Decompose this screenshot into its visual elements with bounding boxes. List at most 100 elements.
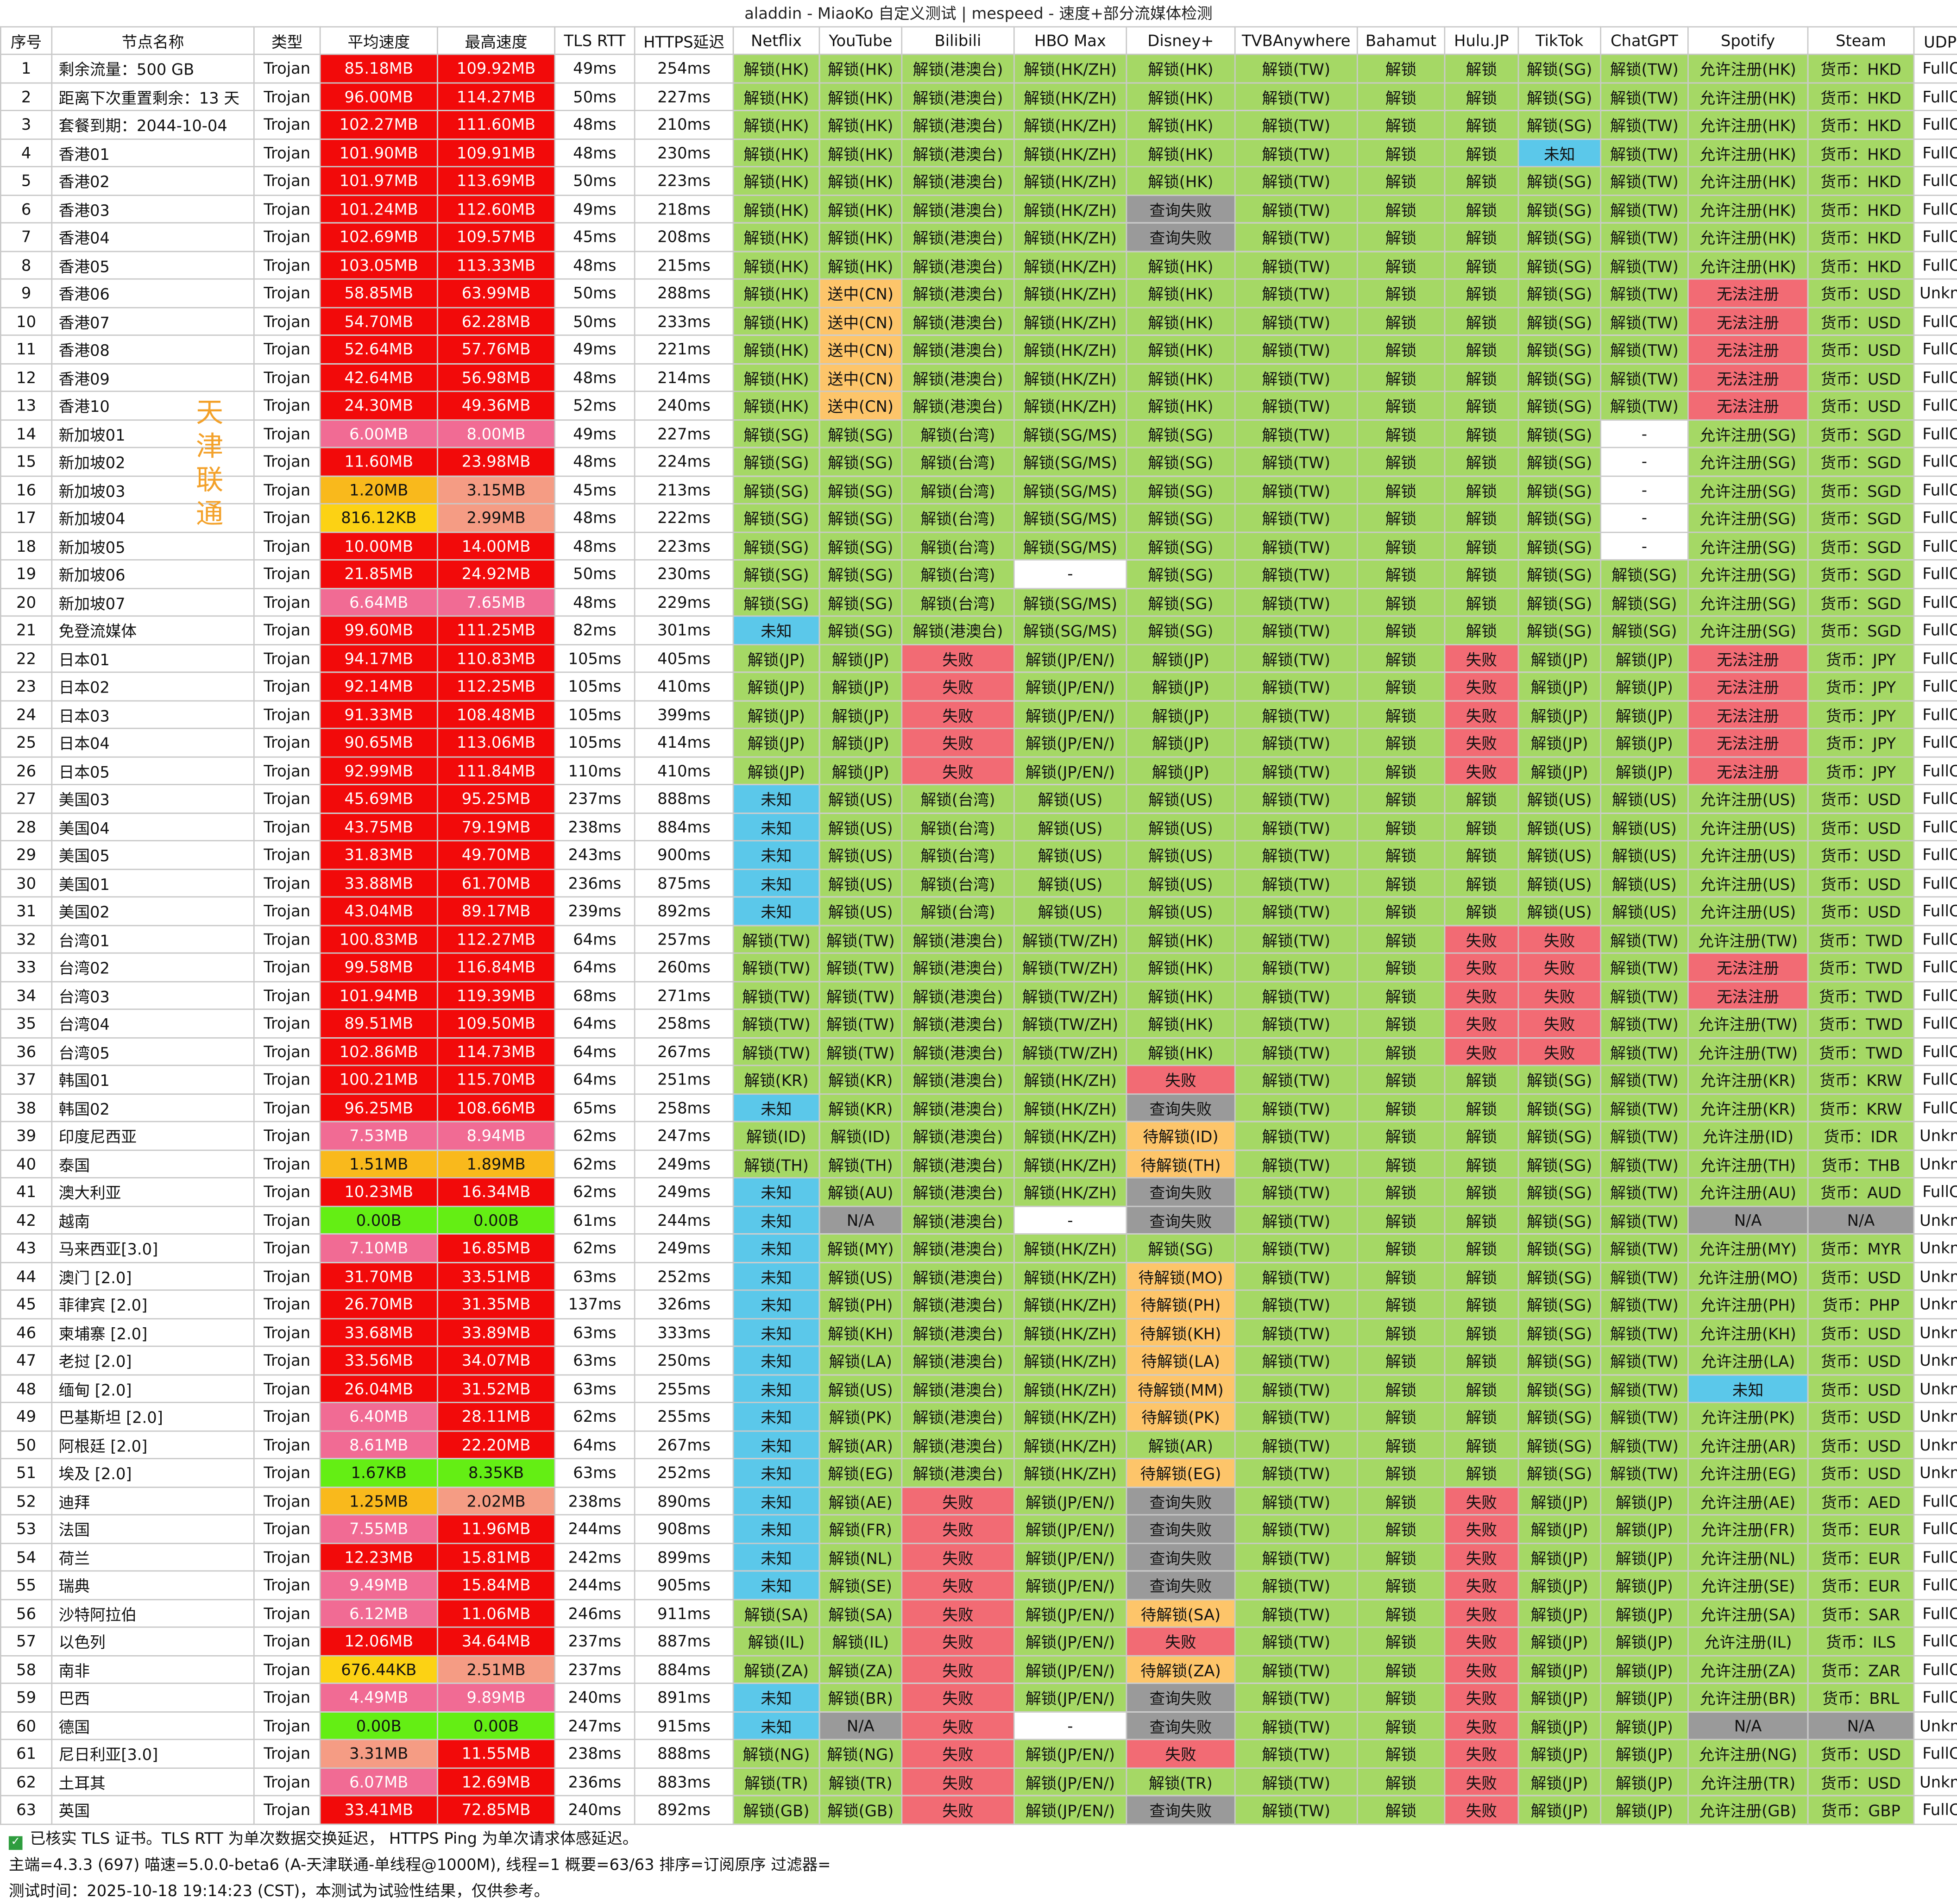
cell-node-name: 印度尼西亚 (51, 1121, 255, 1150)
cell-index: 55 (0, 1570, 53, 1600)
cell-type: Trojan (253, 1458, 321, 1488)
cell-tls-rtt: 110ms (554, 756, 636, 785)
cell-index: 50 (0, 1430, 53, 1459)
cell-avg-speed: 89.51MB (319, 1009, 438, 1038)
cell-tiktok: 解锁(JP) (1517, 1570, 1602, 1600)
table-row: 46 柬埔寨 [2.0] Trojan 33.68MB 33.89MB 63ms 333ms… (0, 1318, 1957, 1347)
cell-https-delay: 267ms (634, 1036, 734, 1066)
cell-netflix: 未知 (732, 1401, 820, 1431)
cell-steam: 货币：TWD (1807, 924, 1915, 954)
cell-bahamut: 解锁 (1356, 812, 1446, 842)
cell-bilibili: 解锁(港澳台) (901, 1205, 1015, 1235)
cell-udp-type: Unknown (1913, 1318, 1957, 1347)
col-header-chatgpt: ChatGPT (1600, 26, 1689, 55)
cell-bilibili: 解锁(港澳台) (901, 1149, 1015, 1179)
cell-bilibili: 失败 (901, 1683, 1015, 1712)
cell-hulu-jp: 解锁 (1444, 1233, 1519, 1263)
cell-tls-rtt: 238ms (554, 1739, 636, 1768)
cell-hulu-jp: 失败 (1444, 1542, 1519, 1572)
cell-hbo-max: 解锁(HK/ZH) (1013, 1289, 1127, 1319)
cell-https-delay: 911ms (634, 1598, 734, 1628)
cell-netflix: 未知 (732, 1374, 820, 1403)
cell-hbo-max: 解锁(HK/ZH) (1013, 278, 1127, 308)
cell-node-name: 越南 (51, 1205, 255, 1235)
cell-avg-speed: 92.99MB (319, 756, 438, 785)
cell-hbo-max: 解锁(US) (1013, 868, 1127, 898)
stamp-char: 天 (195, 398, 224, 429)
cell-bahamut: 解锁 (1356, 362, 1446, 392)
cell-tiktok: 解锁(SG) (1517, 1261, 1602, 1291)
cell-tvbanywhere: 解锁(TW) (1234, 1065, 1358, 1094)
cell-https-delay: 218ms (634, 194, 734, 224)
cell-https-delay: 892ms (634, 1795, 734, 1824)
cell-type: Trojan (253, 222, 321, 252)
cell-max-speed: 109.91MB (437, 138, 556, 168)
cell-youtube: 解锁(HK) (818, 53, 903, 83)
cell-disney: 解锁(SG) (1126, 531, 1236, 561)
cell-tvbanywhere: 解锁(TW) (1234, 1795, 1358, 1824)
cell-bilibili: 失败 (901, 700, 1015, 729)
cell-disney: 解锁(SG) (1126, 587, 1236, 617)
cell-type: Trojan (253, 53, 321, 83)
cell-https-delay: 258ms (634, 1093, 734, 1122)
cell-bahamut: 解锁 (1356, 1233, 1446, 1263)
cell-node-name: 美国02 (51, 896, 255, 926)
cell-index: 6 (0, 194, 53, 224)
cell-type: Trojan (253, 278, 321, 308)
cell-tls-rtt: 242ms (554, 1542, 636, 1572)
cell-tls-rtt: 49ms (554, 53, 636, 83)
cell-spotify: 无法注册 (1687, 700, 1809, 729)
cell-avg-speed: 31.83MB (319, 840, 438, 870)
cell-steam: 货币：SGD (1807, 447, 1915, 476)
cell-hulu-jp: 解锁 (1444, 784, 1519, 813)
cell-bilibili: 失败 (901, 1739, 1015, 1768)
cell-steam: 货币：PHP (1807, 1289, 1915, 1319)
cell-tiktok: 解锁(SG) (1517, 1345, 1602, 1375)
cell-bilibili: 解锁(台湾) (901, 531, 1015, 561)
cell-tvbanywhere: 解锁(TW) (1234, 896, 1358, 926)
cell-tls-rtt: 50ms (554, 278, 636, 308)
cell-tls-rtt: 62ms (554, 1149, 636, 1179)
cell-bahamut: 解锁 (1356, 1093, 1446, 1122)
cell-https-delay: 215ms (634, 250, 734, 280)
cell-youtube: 解锁(TH) (818, 1149, 903, 1179)
cell-hbo-max: 解锁(JP/EN/) (1013, 700, 1127, 729)
cell-hulu-jp: 解锁 (1444, 812, 1519, 842)
cell-spotify: 允许注册(HK) (1687, 138, 1809, 168)
table-row: 40 泰国 Trojan 1.51MB 1.89MB 62ms 249ms 解锁(TH) 解锁(… (0, 1149, 1957, 1179)
cell-node-name: 台湾04 (51, 1009, 255, 1038)
cell-avg-speed: 43.75MB (319, 812, 438, 842)
cell-avg-speed: 6.07MB (319, 1767, 438, 1797)
table-row: 56 沙特阿拉伯 Trojan 6.12MB 11.06MB 246ms 911ms 解锁(S… (0, 1598, 1957, 1628)
cell-steam: 货币：USD (1807, 1318, 1915, 1347)
cell-netflix: 解锁(HK) (732, 110, 820, 139)
cell-node-name: 香港05 (51, 250, 255, 280)
cell-netflix: 解锁(SA) (732, 1598, 820, 1628)
cell-https-delay: 892ms (634, 896, 734, 926)
cell-steam: 货币：JPY (1807, 756, 1915, 785)
cell-hulu-jp: 解锁 (1444, 503, 1519, 533)
table-row: 33 台湾02 Trojan 99.58MB 116.84MB 64ms 260ms 解锁(T… (0, 952, 1957, 982)
cell-udp-type: Unknown (1913, 1767, 1957, 1797)
cell-node-name: 美国01 (51, 868, 255, 898)
cell-chatgpt: 解锁(TW) (1600, 1036, 1689, 1066)
cell-node-name: 新加坡02 (51, 447, 255, 476)
cell-tvbanywhere: 解锁(TW) (1234, 756, 1358, 785)
cell-spotify: 允许注册(AE) (1687, 1486, 1809, 1516)
cell-tls-rtt: 48ms (554, 362, 636, 392)
cell-youtube: 解锁(EG) (818, 1458, 903, 1488)
col-header-index: 序号 (0, 26, 53, 55)
cell-https-delay: 213ms (634, 475, 734, 504)
cell-netflix: 未知 (732, 1233, 820, 1263)
cell-bilibili: 解锁(港澳台) (901, 1458, 1015, 1488)
cell-netflix: 未知 (732, 812, 820, 842)
cell-type: Trojan (253, 924, 321, 954)
cell-tls-rtt: 68ms (554, 980, 636, 1010)
cell-index: 32 (0, 924, 53, 954)
cell-spotify: 允许注册(BR) (1687, 1683, 1809, 1712)
cell-chatgpt: 解锁(TW) (1600, 278, 1689, 308)
cell-hulu-jp: 解锁 (1444, 868, 1519, 898)
cell-max-speed: 11.06MB (437, 1598, 556, 1628)
cell-chatgpt: 解锁(JP) (1600, 1514, 1689, 1544)
table-row: 30 美国01 Trojan 33.88MB 61.70MB 236ms 875ms 未知 解锁… (0, 868, 1957, 898)
